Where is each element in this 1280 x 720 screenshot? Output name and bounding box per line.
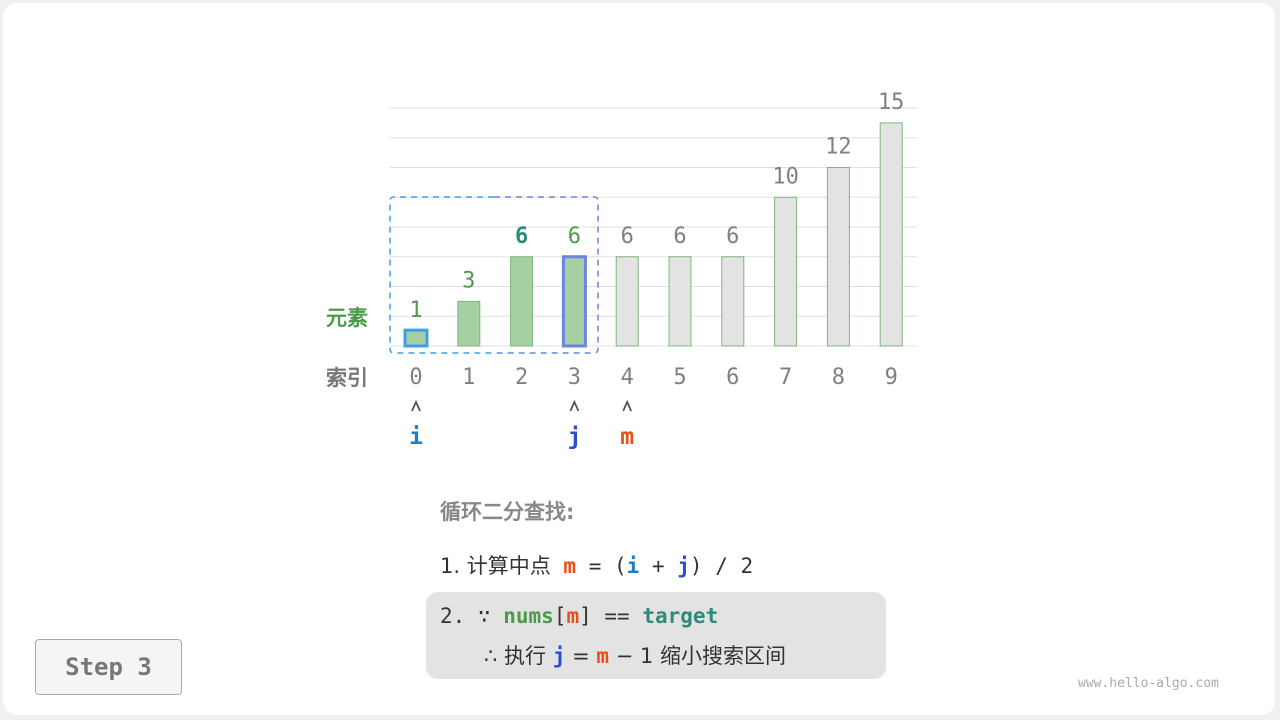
value-label: 10 bbox=[772, 164, 799, 189]
step3-line: ∴ 执行 j = m − 1 缩小搜索区间 bbox=[484, 640, 786, 670]
step1-m: m bbox=[563, 554, 577, 578]
value-label: 3 bbox=[462, 268, 475, 293]
bar bbox=[615, 256, 639, 347]
value-label: 6 bbox=[621, 224, 634, 249]
value-label: 1 bbox=[409, 298, 422, 323]
step3-j: j bbox=[552, 644, 566, 668]
step2-lb: [ bbox=[553, 604, 567, 628]
index-label: 1 bbox=[462, 365, 475, 390]
step2-m: m bbox=[566, 604, 580, 628]
index-label: 0 bbox=[409, 365, 422, 390]
index-label: 6 bbox=[726, 365, 739, 390]
pointer-arrow-icon bbox=[569, 399, 580, 412]
step3-eq: = bbox=[572, 644, 590, 668]
step1-end: ) / 2 bbox=[689, 554, 754, 578]
pointer-j: j bbox=[567, 424, 581, 450]
bar bbox=[457, 300, 481, 347]
index-row-label: 索引 bbox=[326, 366, 368, 390]
pointer-arrow-icon bbox=[622, 399, 633, 412]
index-label: 3 bbox=[568, 365, 581, 390]
bar bbox=[510, 256, 534, 347]
step3-end: − 1 缩小搜索区间 bbox=[615, 644, 787, 668]
highlight-box bbox=[426, 592, 886, 679]
bar bbox=[668, 256, 692, 347]
step2-line: 2. ∵ nums[m] == target bbox=[440, 604, 718, 628]
value-label: 12 bbox=[825, 135, 852, 160]
pointer-m: m bbox=[620, 424, 634, 450]
index-label: 7 bbox=[779, 365, 792, 390]
search-range-right bbox=[494, 196, 599, 354]
step2-target: target bbox=[642, 604, 719, 628]
index-label: 2 bbox=[515, 365, 528, 390]
values-row-label: 元素 bbox=[326, 306, 368, 330]
step1-eq: = ( bbox=[588, 554, 627, 578]
value-label: 6 bbox=[515, 224, 528, 249]
bar bbox=[721, 256, 745, 347]
step-label: Step 3 bbox=[65, 653, 152, 681]
value-label: 6 bbox=[673, 224, 686, 249]
bar bbox=[826, 167, 850, 347]
bar bbox=[774, 196, 798, 347]
watermark: www.hello-algo.com bbox=[1078, 676, 1219, 691]
step1-j: j bbox=[677, 554, 690, 578]
search-range-left bbox=[389, 196, 494, 354]
step3-m: m bbox=[596, 644, 610, 668]
step2-nums: nums bbox=[503, 604, 554, 628]
step1-line: 1. 计算中点 m = (i + j) / 2 bbox=[440, 550, 753, 580]
bar bbox=[562, 256, 586, 347]
step1-prefix: 1. 计算中点 bbox=[440, 554, 551, 578]
step-button[interactable]: Step 3 bbox=[35, 639, 182, 695]
index-label: 5 bbox=[673, 365, 686, 390]
algorithm-title: 循环二分查找: bbox=[440, 500, 575, 524]
step1-plus: + bbox=[651, 554, 665, 578]
i-highlight-box bbox=[403, 328, 429, 348]
value-label: 15 bbox=[878, 90, 905, 115]
index-label: 4 bbox=[621, 365, 634, 390]
pointer-arrow-icon bbox=[411, 399, 421, 412]
step3-prefix: ∴ 执行 bbox=[484, 644, 547, 668]
bar bbox=[879, 122, 903, 347]
step1-i: i bbox=[626, 554, 640, 578]
index-label: 8 bbox=[832, 365, 845, 390]
step2-prefix: 2. ∵ bbox=[440, 604, 491, 628]
pointer-i: i bbox=[409, 424, 423, 450]
index-label: 9 bbox=[885, 365, 898, 390]
step2-rb: ] == bbox=[579, 604, 630, 628]
value-label: 6 bbox=[726, 224, 739, 249]
j-highlight-box bbox=[561, 255, 587, 348]
value-label: 6 bbox=[568, 224, 581, 249]
bar bbox=[404, 330, 428, 347]
